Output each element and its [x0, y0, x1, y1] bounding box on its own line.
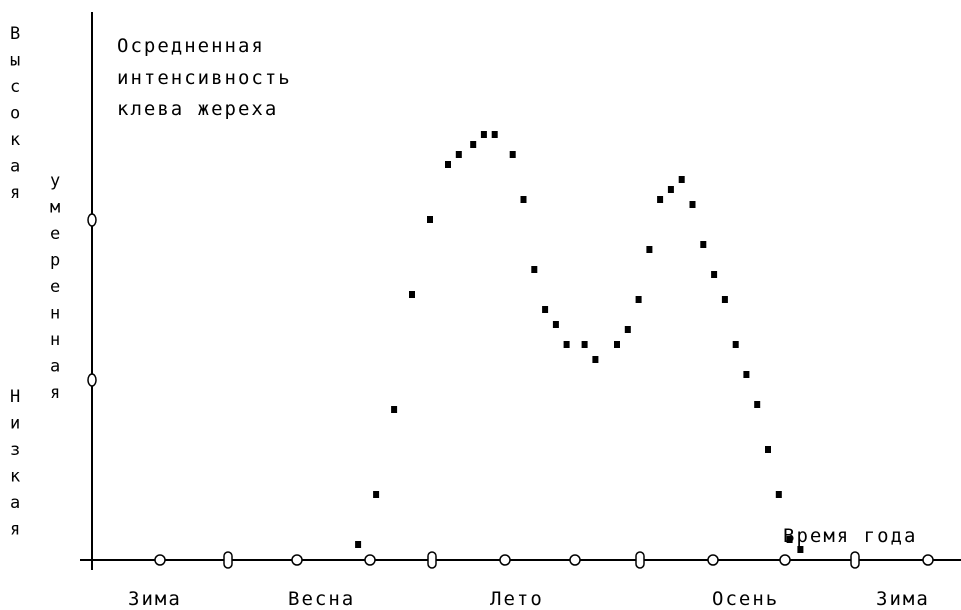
x-axis-season-divider — [635, 551, 645, 569]
y-level-high-letter: я — [10, 183, 20, 203]
x-axis-circle-marker — [291, 554, 303, 566]
x-axis-season-divider — [427, 551, 437, 569]
data-point — [509, 151, 516, 158]
data-point — [470, 141, 477, 148]
x-axis-circle-marker — [707, 554, 719, 566]
y-level-high-letter: ы — [10, 51, 20, 71]
y-level-moderate-letter: м — [50, 198, 60, 218]
data-point — [711, 271, 718, 278]
y-level-low-letter: а — [10, 493, 20, 513]
y-axis-level-marker — [87, 213, 97, 227]
data-point — [455, 151, 462, 158]
x-axis-circle-marker — [499, 554, 511, 566]
x-axis-circle-marker — [154, 554, 166, 566]
data-point — [563, 341, 570, 348]
data-point — [427, 216, 433, 223]
x-category-labels: Зима Весна Лето Осень Зима — [128, 588, 930, 610]
x-axis-markers — [154, 551, 934, 569]
data-point — [581, 341, 588, 348]
y-level-low-letter: к — [10, 467, 20, 487]
y-level-high-letter: с — [10, 77, 20, 97]
y-level-moderate-letter: у — [50, 171, 60, 191]
x-category-label: Зима — [876, 588, 930, 610]
data-point — [552, 321, 559, 328]
y-level-high-letter: а — [10, 157, 20, 177]
x-axis-circle-marker — [922, 554, 934, 566]
x-category-label: Зима — [128, 588, 182, 610]
y-level-low-letter: и — [10, 414, 20, 434]
x-axis-season-divider — [850, 551, 860, 569]
data-point — [409, 291, 415, 298]
data-point — [667, 186, 674, 193]
x-axis-season-divider — [223, 551, 233, 569]
data-point — [542, 306, 549, 313]
y-level-moderate-letter: е — [50, 224, 60, 244]
data-point — [721, 296, 728, 303]
data-point — [786, 536, 793, 543]
data-point — [646, 246, 653, 253]
data-point — [592, 356, 599, 363]
data-point — [531, 266, 538, 273]
data-points — [355, 131, 804, 553]
data-point — [700, 241, 707, 248]
data-point — [678, 176, 685, 183]
data-point — [391, 406, 398, 413]
x-axis-circle-marker — [779, 554, 791, 566]
y-level-high-letter: В — [10, 24, 20, 44]
x-category-label: Весна — [288, 588, 355, 610]
data-point — [373, 491, 380, 498]
y-level-low-letter: я — [10, 520, 20, 540]
data-point — [624, 326, 631, 333]
data-point — [614, 341, 620, 348]
x-axis-circle-marker — [569, 554, 581, 566]
y-level-low-letter: з — [10, 440, 20, 460]
data-point — [689, 201, 696, 208]
data-point — [775, 491, 782, 498]
data-point — [797, 546, 804, 553]
data-point — [732, 341, 739, 348]
x-axis-circle-marker — [364, 554, 376, 566]
y-level-moderate-letter: н — [50, 330, 60, 350]
data-point — [765, 446, 771, 453]
data-point — [355, 541, 362, 548]
y-axis-level-markers — [87, 213, 97, 387]
y-level-high-letter: к — [10, 130, 20, 150]
y-level-moderate-letter: р — [50, 251, 60, 271]
y-level-low-letter: Н — [10, 387, 20, 407]
data-point — [491, 131, 498, 138]
x-category-label: Лето — [490, 588, 544, 610]
y-level-moderate-letter: е — [50, 277, 60, 297]
y-axis-level-marker — [87, 373, 97, 387]
data-point — [657, 196, 664, 203]
data-point — [635, 296, 642, 303]
data-point — [520, 196, 527, 203]
y-level-moderate-letter: а — [50, 357, 60, 377]
chart-title-line-2: интенсивность — [117, 67, 292, 89]
y-level-moderate-letter: я — [50, 383, 60, 403]
x-axis-label: Время года — [783, 525, 917, 547]
chart-title-line-3: клева жереха — [117, 98, 278, 120]
data-point — [445, 161, 451, 168]
x-category-label: Осень — [712, 588, 779, 610]
data-point — [743, 371, 750, 378]
y-level-moderate-letter: н — [50, 304, 60, 324]
y-level-high-letter: о — [10, 104, 20, 124]
data-point — [480, 131, 487, 138]
data-point — [754, 401, 761, 408]
chart-title-line-1: Осредненная — [117, 35, 265, 57]
